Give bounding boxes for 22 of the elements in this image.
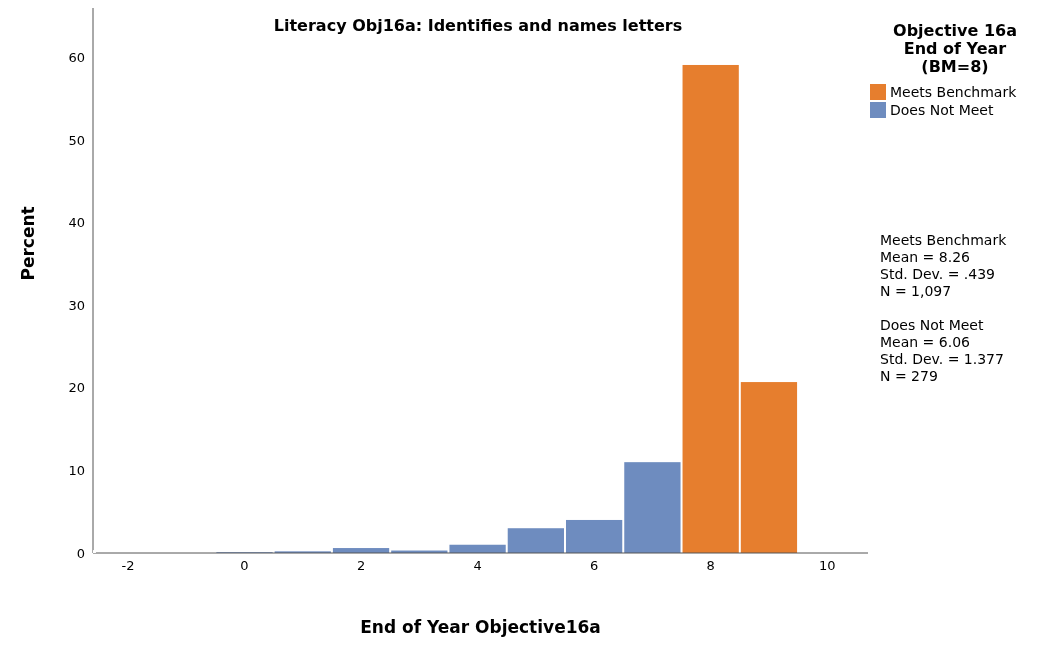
x-tick-label: 4 [473,558,482,574]
x-axis-title: End of Year Objective16a [360,617,601,637]
x-tick-label: 8 [706,558,715,574]
x-tick-label: -2 [121,558,135,574]
x-tick-label: 6 [589,558,599,574]
y-tick-label: 20 [68,380,85,396]
legend-label: Does Not Meet [889,102,995,118]
y-tick-label: 50 [68,132,85,148]
y-tick-label: 60 [68,50,85,66]
y-axis-title: Percent [18,206,39,281]
y-tick-label: 30 [68,297,85,313]
y-tick-label: 10 [68,463,85,479]
text: Does Not Meet Mean = 6.06 Std. Dev. = 1.377 N = 279 [880,317,1005,385]
text: Meets Benchmark Mean = 8.26 Std. Dev. = .439 N = 1,097 [880,232,1008,300]
x-tick-label: 10 [818,558,836,574]
x-tick-label: 0 [240,558,249,574]
legend-title: Objective 16a End of Year (BM=8) [892,21,1018,76]
legend-label: Meets Benchmark [889,84,1018,100]
y-tick-label: 40 [68,215,85,231]
y-tick-label: 0 [76,545,85,561]
x-tick-label: 2 [356,558,366,574]
text: Literacy Obj16a: Identifies and names letters [272,16,684,35]
